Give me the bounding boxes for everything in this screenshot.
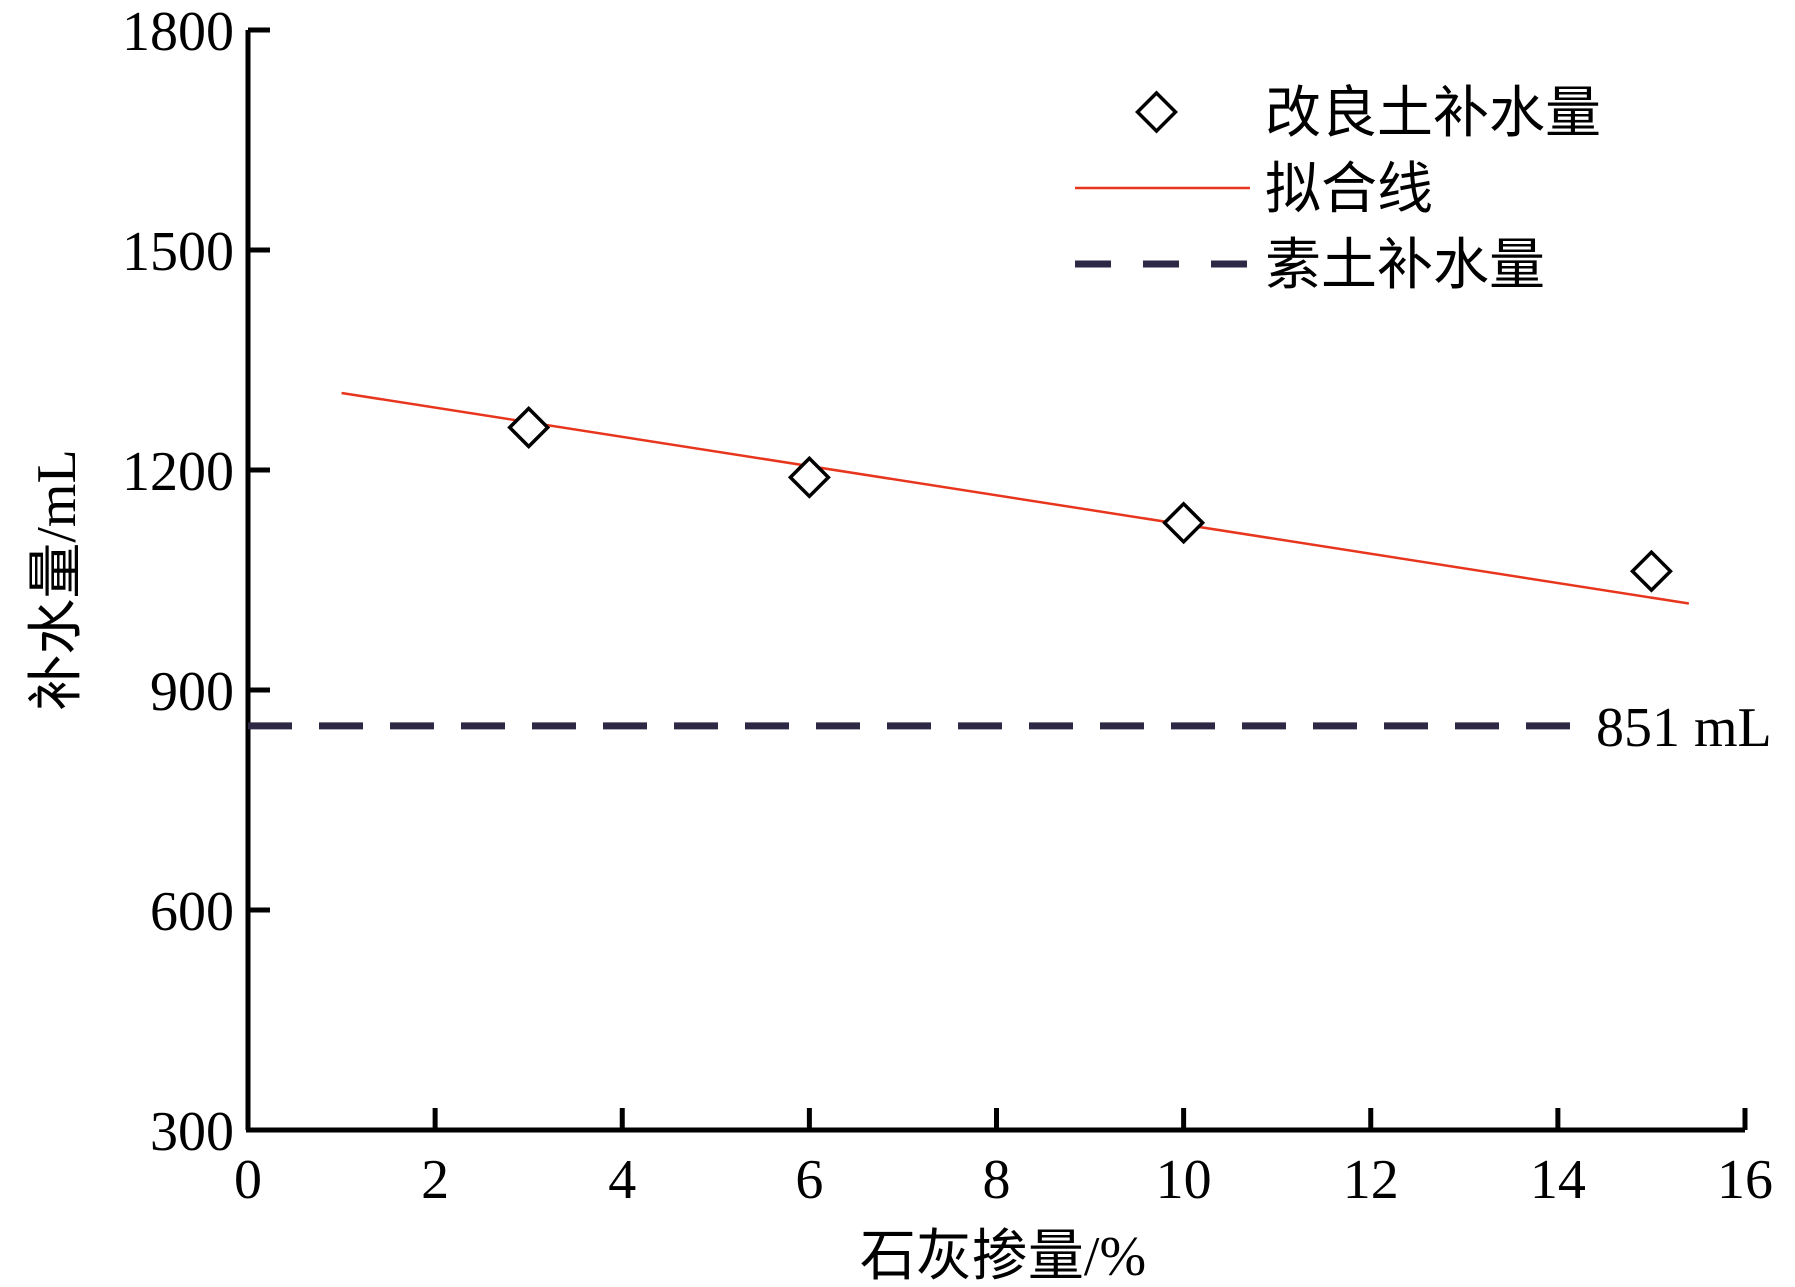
legend-label: 改良土补水量 bbox=[1265, 83, 1601, 145]
x-tick-label: 0 bbox=[234, 1149, 262, 1211]
x-axis-label: 石灰掺量/% bbox=[860, 1226, 1146, 1287]
y-tick-label: 600 bbox=[150, 881, 234, 943]
x-axis-ticks: 0 2 4 6 8 10 12 14 16 bbox=[234, 1108, 1773, 1211]
x-tick-label: 14 bbox=[1530, 1149, 1586, 1211]
data-point bbox=[1629, 549, 1673, 593]
y-axis-ticks: 300 600 900 1200 1500 1800 bbox=[122, 1, 270, 1163]
y-tick-label: 1800 bbox=[122, 1, 234, 63]
x-tick-label: 4 bbox=[608, 1149, 636, 1211]
series-layer bbox=[248, 391, 1690, 730]
x-tick-label: 8 bbox=[983, 1149, 1011, 1211]
data-point bbox=[787, 455, 831, 499]
x-tick-label: 10 bbox=[1156, 1149, 1212, 1211]
x-tick-label: 16 bbox=[1717, 1149, 1773, 1211]
annotation-layer: 851 mL bbox=[1596, 697, 1772, 759]
fit-line bbox=[341, 391, 1690, 605]
legend-symbol-diamond bbox=[1135, 90, 1178, 134]
x-tick-label: 2 bbox=[421, 1149, 449, 1211]
y-tick-label: 1200 bbox=[122, 441, 234, 503]
y-tick-label: 1500 bbox=[122, 221, 234, 283]
data-point bbox=[507, 405, 551, 449]
y-axis-label: 补水量/mL bbox=[26, 449, 88, 710]
x-tick-label: 6 bbox=[795, 1149, 823, 1211]
x-tick-label: 12 bbox=[1343, 1149, 1399, 1211]
legend-label: 拟合线 bbox=[1265, 159, 1433, 221]
y-tick-label: 900 bbox=[150, 661, 234, 723]
data-point bbox=[1162, 501, 1206, 545]
legend-label: 素土补水量 bbox=[1265, 235, 1545, 297]
annotation-label: 851 mL bbox=[1596, 697, 1772, 759]
axes bbox=[245, 30, 1745, 1133]
y-tick-label: 300 bbox=[150, 1101, 234, 1163]
